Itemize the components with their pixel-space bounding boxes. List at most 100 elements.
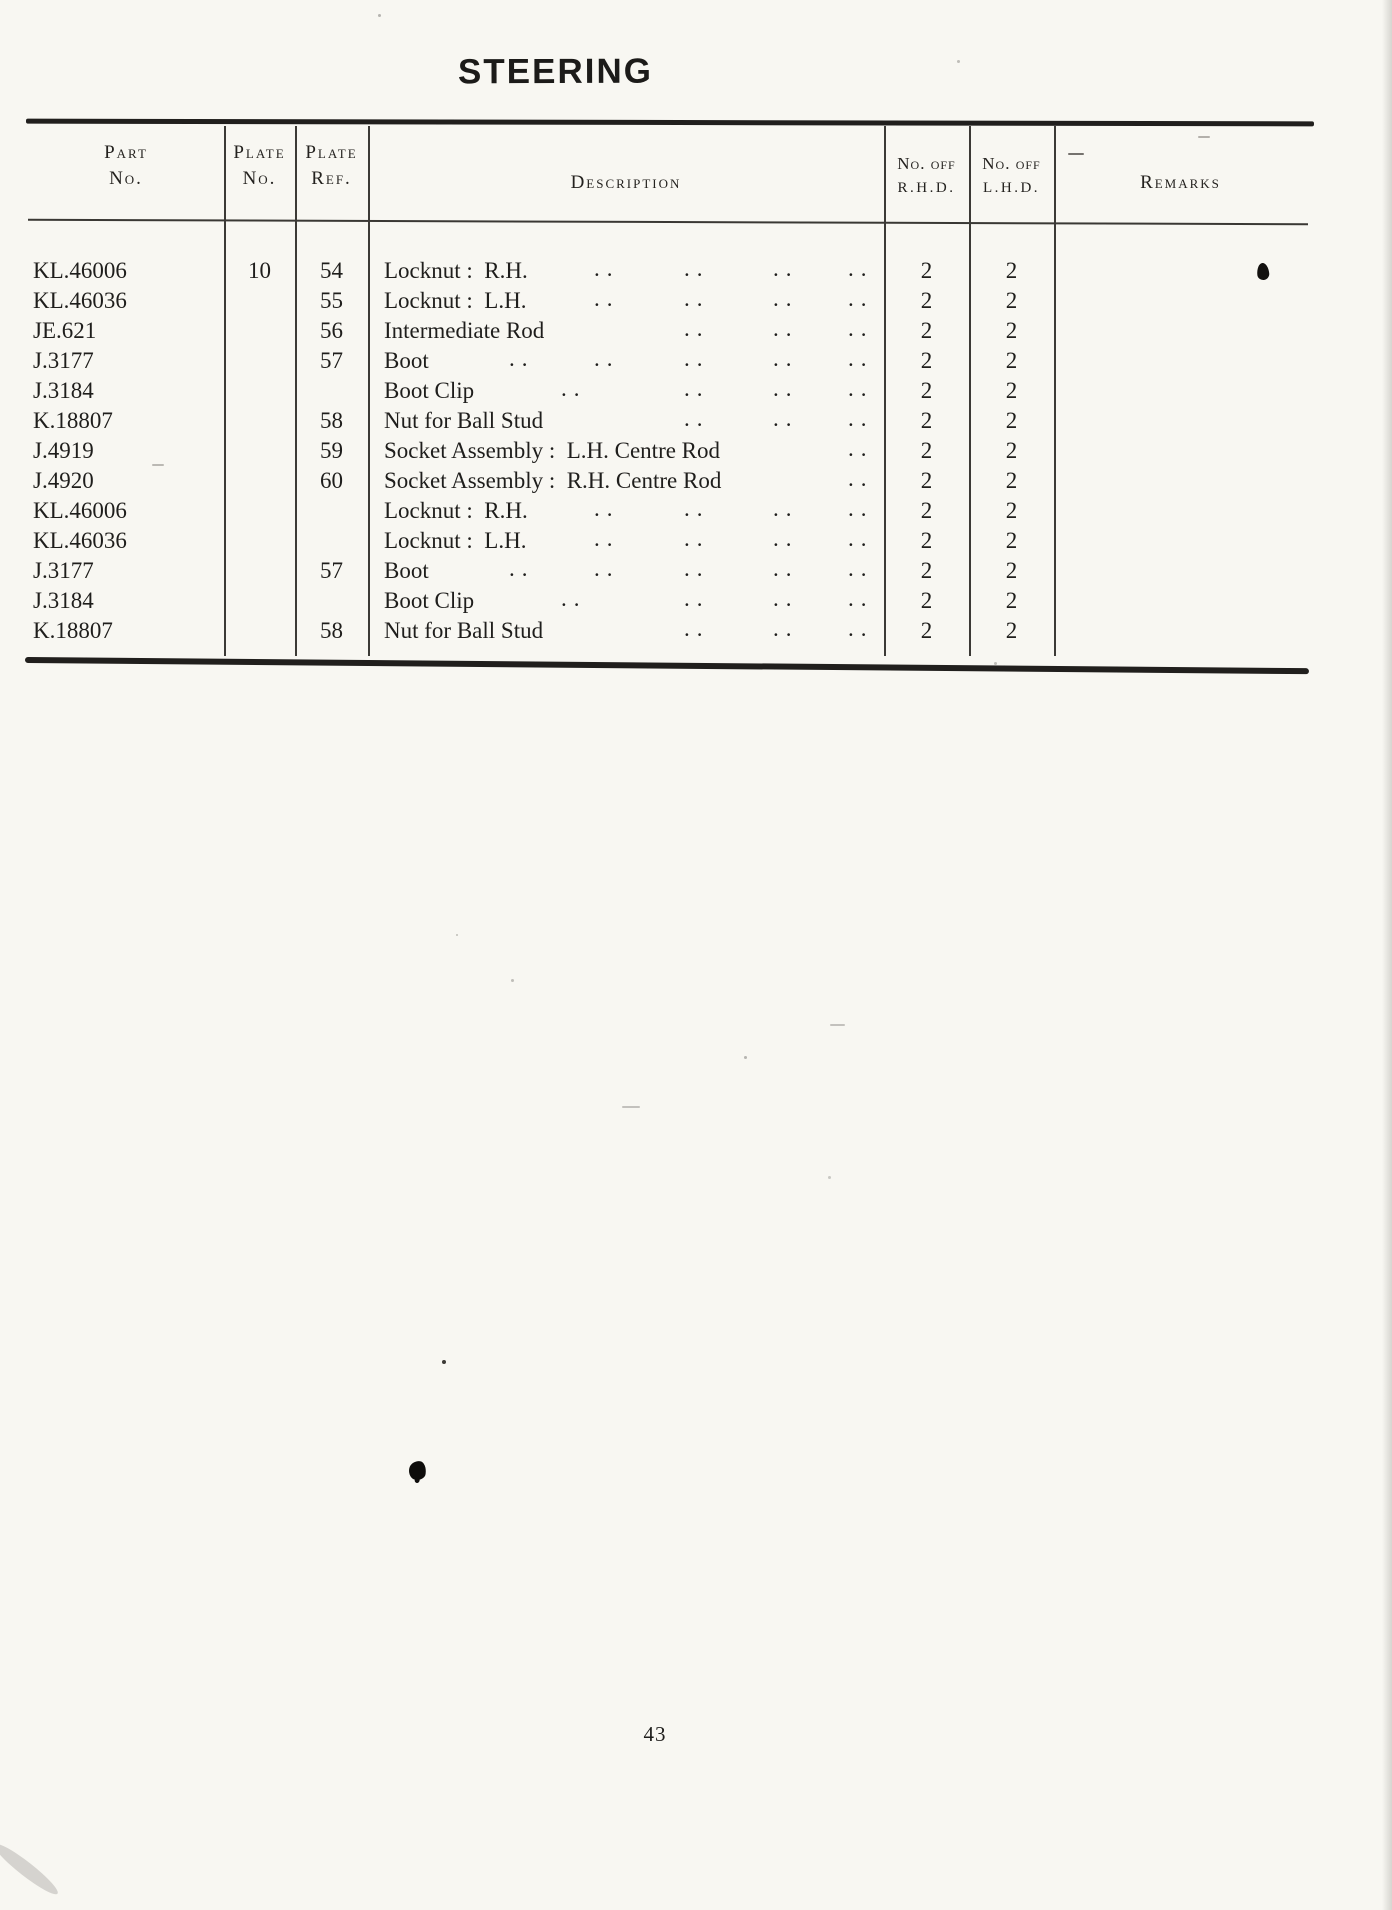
leader-dots: .. [684,376,710,401]
column-header-line: L.H.D. [982,180,1041,196]
description-text: Boot [384,558,429,583]
column-header-part-no: Part No. [28,140,224,192]
scan-speck [828,1176,831,1179]
description-text: Intermediate Rod [384,318,545,343]
plate-number-cell [224,406,295,436]
description-cell: Boot.......... [368,556,884,586]
rhd-qty-cell: 2 [920,588,933,613]
scan-dash [622,1106,640,1108]
leader-dots: .. [848,556,874,581]
plate-number-cell [224,526,295,556]
description-cell: Socket Assembly : R.H. Centre Rod.. [368,466,884,496]
lhd-qty-cell: 2 [1005,558,1018,583]
part-number-cell: J.4919 [33,438,94,463]
scan-speck [994,662,997,665]
plate-ref-cell [295,496,368,526]
lhd-qty-cell: 2 [1005,378,1018,403]
table-row: KL.46036 55 Locknut : L.H......... 2 2 [28,286,1313,316]
table-row: J.4919 59 Socket Assembly : L.H. Centre Ro… [28,436,1313,466]
leader-dots: .. [848,286,874,311]
rhd-qty-cell: 2 [920,528,933,553]
leader-dots: .. [848,526,874,551]
leader-dots: .. [561,376,587,401]
column-divider [224,126,226,656]
plate-ref-cell: 60 [320,468,343,493]
rhd-qty-cell: 2 [920,348,933,373]
leader-dots: .. [773,616,799,641]
description-cell: Locknut : R.H......... [368,256,884,286]
leader-dots: .. [773,286,799,311]
page-title: STEERING [457,51,653,92]
description-cell: Nut for Ball Stud...... [368,616,884,646]
lhd-qty-cell: 2 [1005,288,1018,313]
column-header-line: Part [104,142,148,163]
column-header-line: R.H.D. [897,180,956,196]
description-text: Boot Clip [384,378,475,403]
column-header-line: No. [109,168,143,189]
leader-dots: .. [509,556,535,581]
part-number-cell: KL.46006 [33,498,127,523]
leader-dots: .. [594,256,620,281]
leader-dots: .. [848,616,874,641]
description-cell: Boot Clip........ [368,586,884,616]
description-text: Boot Clip [384,588,475,613]
part-number-cell: KL.46006 [33,258,127,283]
plate-ref-cell: 56 [320,318,343,343]
description-text: Locknut : L.H. [384,288,527,313]
column-header-description: Description [570,172,682,193]
table-top-rule [25,118,1315,127]
lhd-qty-cell: 2 [1005,408,1018,433]
table-bottom-rule [24,657,1309,675]
column-header-line: No. off [982,154,1041,173]
leader-dots: .. [848,346,874,371]
rhd-qty-cell: 2 [920,618,933,643]
table-row: J.3184 Boot Clip........ 2 2 [28,376,1313,406]
scan-dash [1068,153,1084,155]
description-text: Locknut : R.H. [384,498,528,523]
description-text: Boot [384,348,429,373]
scan-dash [152,464,164,466]
rhd-qty-cell: 2 [920,258,933,283]
plate-number-cell [224,376,295,406]
rhd-qty-cell: 2 [920,408,933,433]
leader-dots: .. [848,586,874,611]
column-header-remarks: Remarks [1140,172,1221,193]
table-row: J.3184 Boot Clip........ 2 2 [28,586,1313,616]
leader-dots: .. [684,406,710,431]
plate-number-cell [224,436,295,466]
plate-number-cell [224,616,295,646]
table-row: KL.46006 Locknut : R.H......... 2 2 [28,496,1313,526]
lhd-qty-cell: 2 [1005,438,1018,463]
table-row: JE.621 56 Intermediate Rod...... 2 2 [28,316,1313,346]
part-number-cell: J.3177 [33,558,94,583]
rhd-qty-cell: 2 [920,378,933,403]
leader-dots: .. [848,436,874,461]
column-divider [884,126,886,656]
part-number-cell: JE.621 [33,318,97,343]
lhd-qty-cell: 2 [1005,348,1018,373]
leader-dots: .. [848,466,874,491]
header-divider-rule [28,218,1308,226]
column-header-line: No. off [897,154,956,173]
scan-speck [442,1360,446,1364]
description-cell: Locknut : L.H......... [368,286,884,316]
column-divider [969,126,971,656]
lhd-qty-cell: 2 [1005,588,1018,613]
plate-number-cell [224,346,295,376]
column-header-line: Ref. [311,168,352,189]
plate-ref-cell: 59 [320,438,343,463]
plate-ref-cell: 58 [320,408,343,433]
column-header-no-off-rhd: No. off R.H.D. [884,152,969,200]
description-cell: Boot.......... [368,346,884,376]
leader-dots: .. [594,496,620,521]
column-header-no-off-lhd: No. off L.H.D. [969,152,1054,200]
lhd-qty-cell: 2 [1005,498,1018,523]
table-row: KL.46036 Locknut : L.H......... 2 2 [28,526,1313,556]
part-number-cell: K.18807 [33,408,113,433]
description-text: Nut for Ball Stud [384,408,544,433]
leader-dots: .. [848,256,874,281]
scan-speck [957,60,960,63]
leader-dots: .. [594,556,620,581]
leader-dots: .. [684,616,710,641]
plate-number-cell [224,556,295,586]
